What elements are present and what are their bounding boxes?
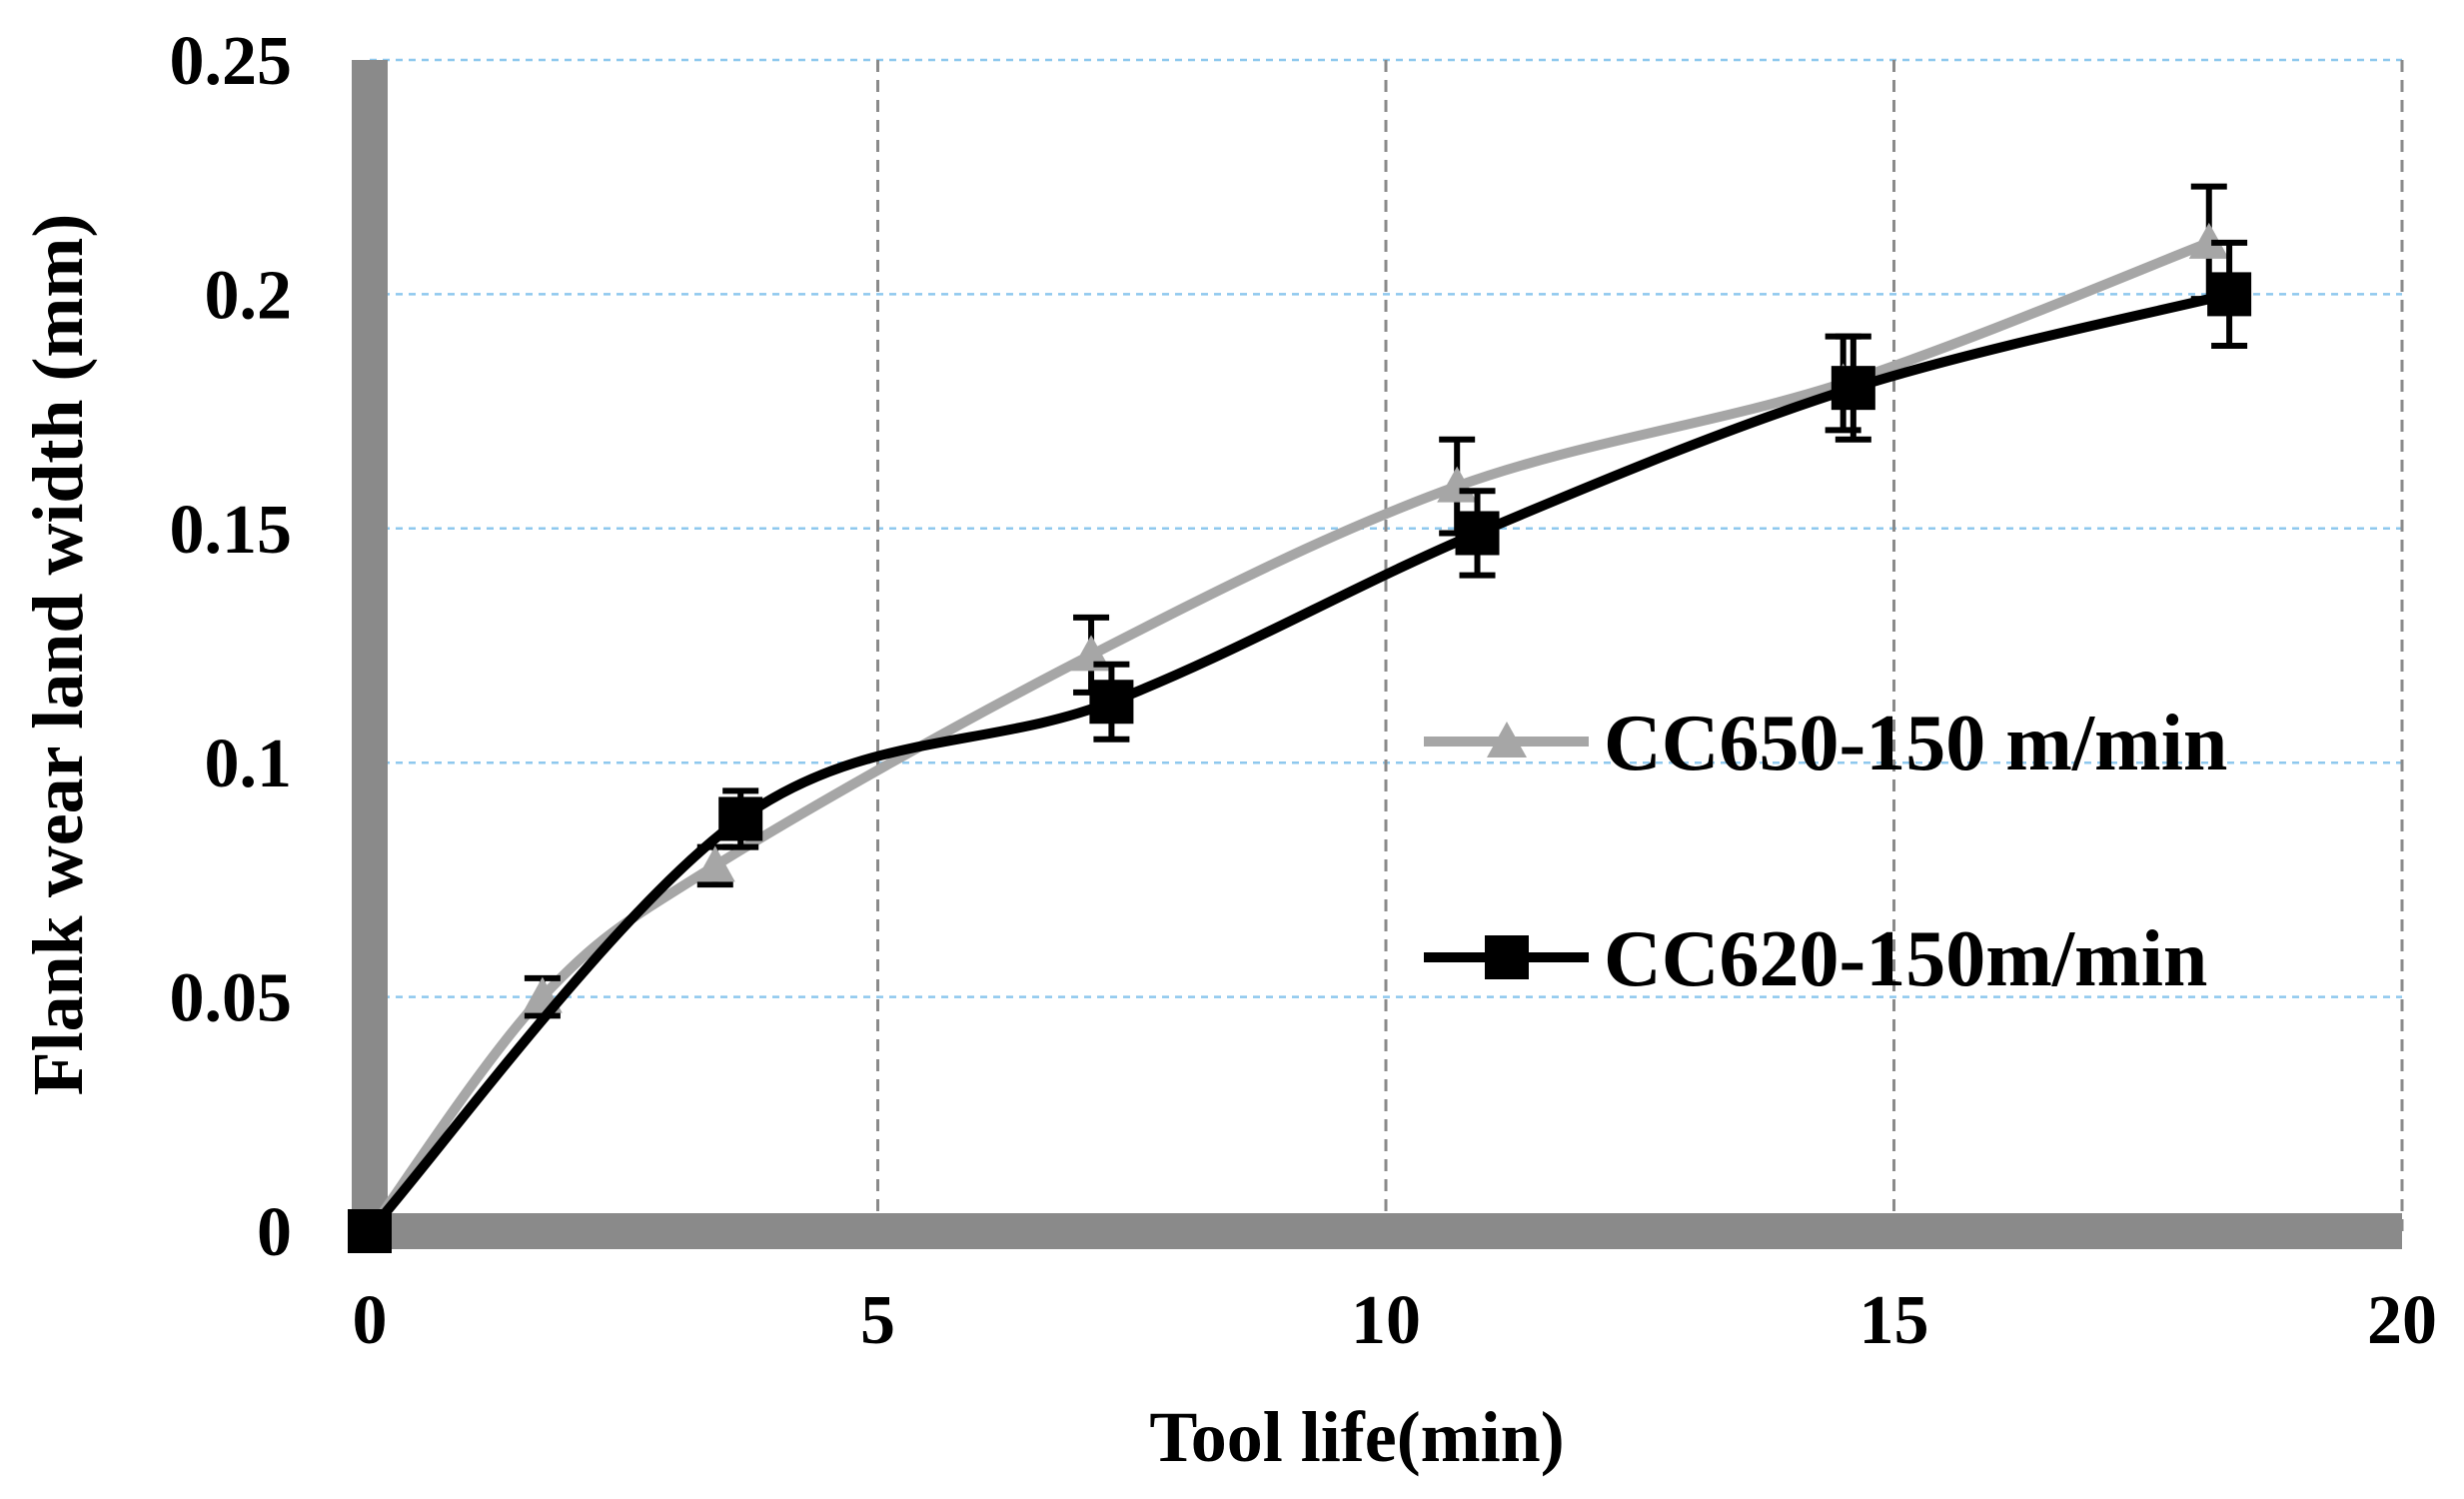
square-marker: [1089, 680, 1134, 725]
x-tick-label: 20: [2367, 1282, 2437, 1359]
axes: [352, 60, 2402, 1249]
series-line: [365, 289, 2235, 1236]
tick-labels: 0 5 10 15 20 0 0.05 0.1 0.15 0.2 0.25: [170, 23, 2438, 1359]
legend: CC650-150 m/min CC620-150m/min: [1424, 700, 2227, 1003]
triangle-marker: [1487, 722, 1527, 757]
square-marker: [2207, 272, 2252, 317]
square-marker: [1485, 935, 1529, 979]
x-tick-label: 15: [1859, 1282, 1929, 1359]
y-tick-label: 0.15: [170, 492, 293, 569]
square-marker: [1455, 511, 1500, 556]
series-2: [348, 239, 2252, 1253]
x-tick-label: 0: [353, 1282, 388, 1359]
triangle-marker: [2188, 222, 2229, 259]
y-tick-label: 0: [257, 1194, 292, 1271]
legend-label: CC620-150m/min: [1604, 915, 2207, 1003]
y-tick-label: 0.1: [205, 726, 293, 802]
series-layer: [348, 183, 2252, 1253]
x-tick-label: 5: [860, 1282, 895, 1359]
x-tick-label: 10: [1351, 1282, 1421, 1359]
grid-lines: [370, 58, 2404, 1231]
y-axis-title: Flank wear land width (mm): [18, 214, 98, 1096]
square-marker: [348, 1209, 392, 1253]
square-marker: [1831, 366, 1875, 411]
square-marker: [718, 796, 763, 841]
y-tick-label: 0.2: [205, 257, 293, 334]
y-tick-label: 0.05: [170, 960, 293, 1037]
triangle-marker: [694, 845, 735, 882]
legend-entry-2: CC620-150m/min: [1424, 915, 2207, 1003]
x-axis-title: Tool life(min): [1149, 1397, 1564, 1477]
y-tick-label: 0.25: [170, 23, 293, 100]
legend-label: CC650-150 m/min: [1604, 700, 2227, 787]
legend-entry-1: CC650-150 m/min: [1424, 700, 2227, 787]
